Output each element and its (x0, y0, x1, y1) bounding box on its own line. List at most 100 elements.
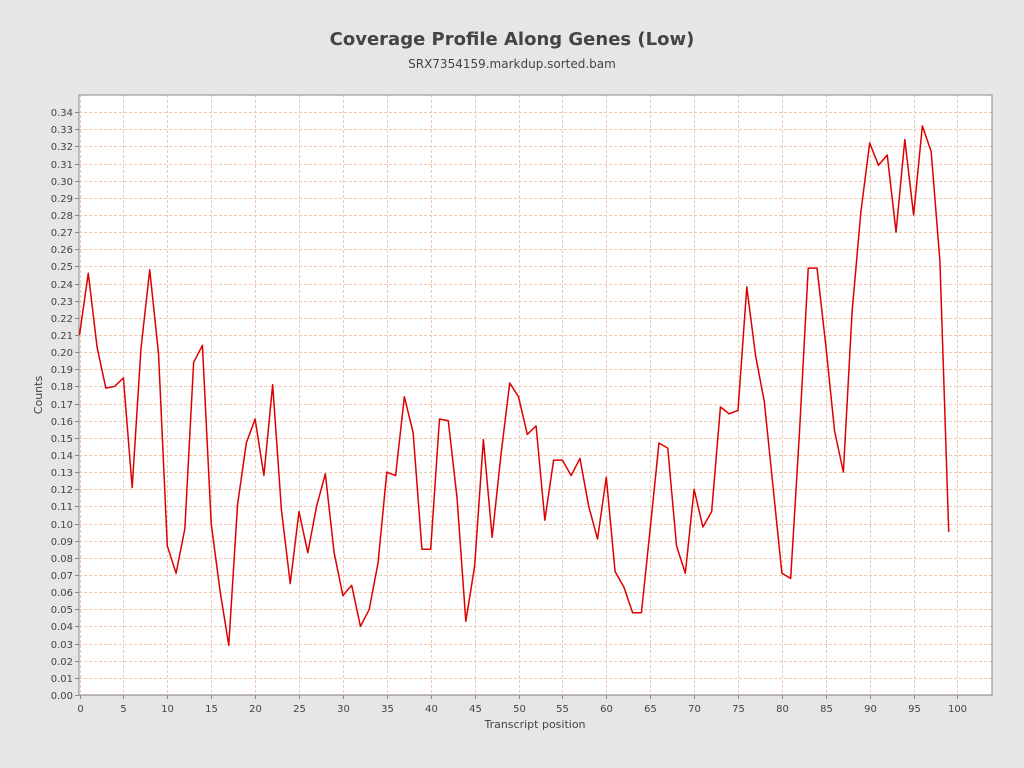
data-point (649, 528, 651, 530)
y-tick-label: 0.28 (51, 211, 73, 222)
data-point (403, 396, 405, 398)
data-point (271, 384, 273, 386)
data-point (105, 387, 107, 389)
data-point (588, 505, 590, 507)
y-tick-label: 0.27 (51, 228, 73, 239)
y-tick-label: 0.16 (51, 417, 73, 428)
x-tick-label: 50 (513, 704, 526, 715)
data-point (122, 377, 124, 379)
data-point (877, 164, 879, 166)
x-tick-label: 65 (644, 704, 657, 715)
x-tick-label: 5 (120, 704, 126, 715)
y-tick-label: 0.09 (51, 537, 73, 548)
data-point (570, 474, 572, 476)
data-point (465, 620, 467, 622)
x-tick-label: 55 (556, 704, 569, 715)
data-point (623, 586, 625, 588)
data-point (263, 474, 265, 476)
data-point (544, 519, 546, 521)
data-point (473, 565, 475, 567)
data-point (315, 505, 317, 507)
y-tick-label: 0.12 (51, 485, 73, 496)
axes (75, 112, 958, 699)
data-point (254, 418, 256, 420)
data-point (228, 644, 230, 646)
data-point (456, 497, 458, 499)
y-tick-label: 0.07 (51, 571, 73, 582)
data-point (807, 267, 809, 269)
x-axis-label: Transcript position (483, 718, 585, 731)
data-point (754, 354, 756, 356)
x-tick-label: 0 (77, 704, 83, 715)
y-tick-label: 0.05 (51, 605, 73, 616)
data-point (438, 418, 440, 420)
y-tick-label: 0.08 (51, 554, 73, 565)
data-point (869, 142, 871, 144)
x-tick-label: 25 (293, 704, 306, 715)
data-point (833, 430, 835, 432)
data-point (430, 548, 432, 550)
data-point (368, 608, 370, 610)
y-tick-label: 0.04 (51, 622, 73, 633)
data-point (693, 488, 695, 490)
data-point (245, 442, 247, 444)
data-point (614, 570, 616, 572)
y-tick-label: 0.19 (51, 365, 73, 376)
data-point (640, 612, 642, 614)
x-tick-label: 45 (469, 704, 482, 715)
x-tick-label: 90 (864, 704, 877, 715)
data-point (78, 334, 80, 336)
data-point (667, 447, 669, 449)
x-tick-label: 30 (337, 704, 350, 715)
data-point (561, 459, 563, 461)
data-point (710, 510, 712, 512)
y-tick-label: 0.13 (51, 468, 73, 479)
data-point (184, 528, 186, 530)
data-point (386, 471, 388, 473)
data-point (772, 486, 774, 488)
data-point (289, 582, 291, 584)
data-point (579, 457, 581, 459)
data-point (816, 267, 818, 269)
data-point (280, 509, 282, 511)
data-point (702, 526, 704, 528)
data-point (851, 310, 853, 312)
y-tick-label: 0.15 (51, 434, 73, 445)
data-point (210, 522, 212, 524)
tick-labels: 0.00 0.01 0.02 0.03 0.04 0.05 0.06 0.07 0.08 0.09… (51, 108, 967, 715)
data-point (605, 476, 607, 478)
x-tick-label: 85 (820, 704, 833, 715)
y-tick-label: 0.02 (51, 657, 73, 668)
data-point (359, 625, 361, 627)
y-tick-label: 0.01 (51, 674, 73, 685)
data-point (421, 548, 423, 550)
x-tick-label: 80 (776, 704, 789, 715)
data-point (860, 210, 862, 212)
y-axis-label: Counts (32, 376, 45, 415)
y-tick-label: 0.18 (51, 382, 73, 393)
data-point (763, 401, 765, 403)
data-point (509, 382, 511, 384)
data-point (377, 562, 379, 564)
y-tick-label: 0.10 (51, 520, 73, 531)
data-point (447, 420, 449, 422)
data-point (333, 552, 335, 554)
data-point (798, 432, 800, 434)
y-tick-label: 0.23 (51, 297, 73, 308)
data-point (746, 286, 748, 288)
data-point (904, 138, 906, 140)
gridlines (79, 95, 992, 696)
data-point (298, 510, 300, 512)
y-tick-label: 0.00 (51, 691, 73, 702)
data-point (236, 504, 238, 506)
x-tick-label: 40 (425, 704, 438, 715)
x-tick-label: 35 (381, 704, 394, 715)
plot-border (78, 94, 993, 696)
y-tick-label: 0.03 (51, 640, 73, 651)
x-tick-label: 100 (948, 704, 967, 715)
data-point (552, 459, 554, 461)
data-point (500, 454, 502, 456)
data-point (113, 385, 115, 387)
data-point (737, 409, 739, 411)
